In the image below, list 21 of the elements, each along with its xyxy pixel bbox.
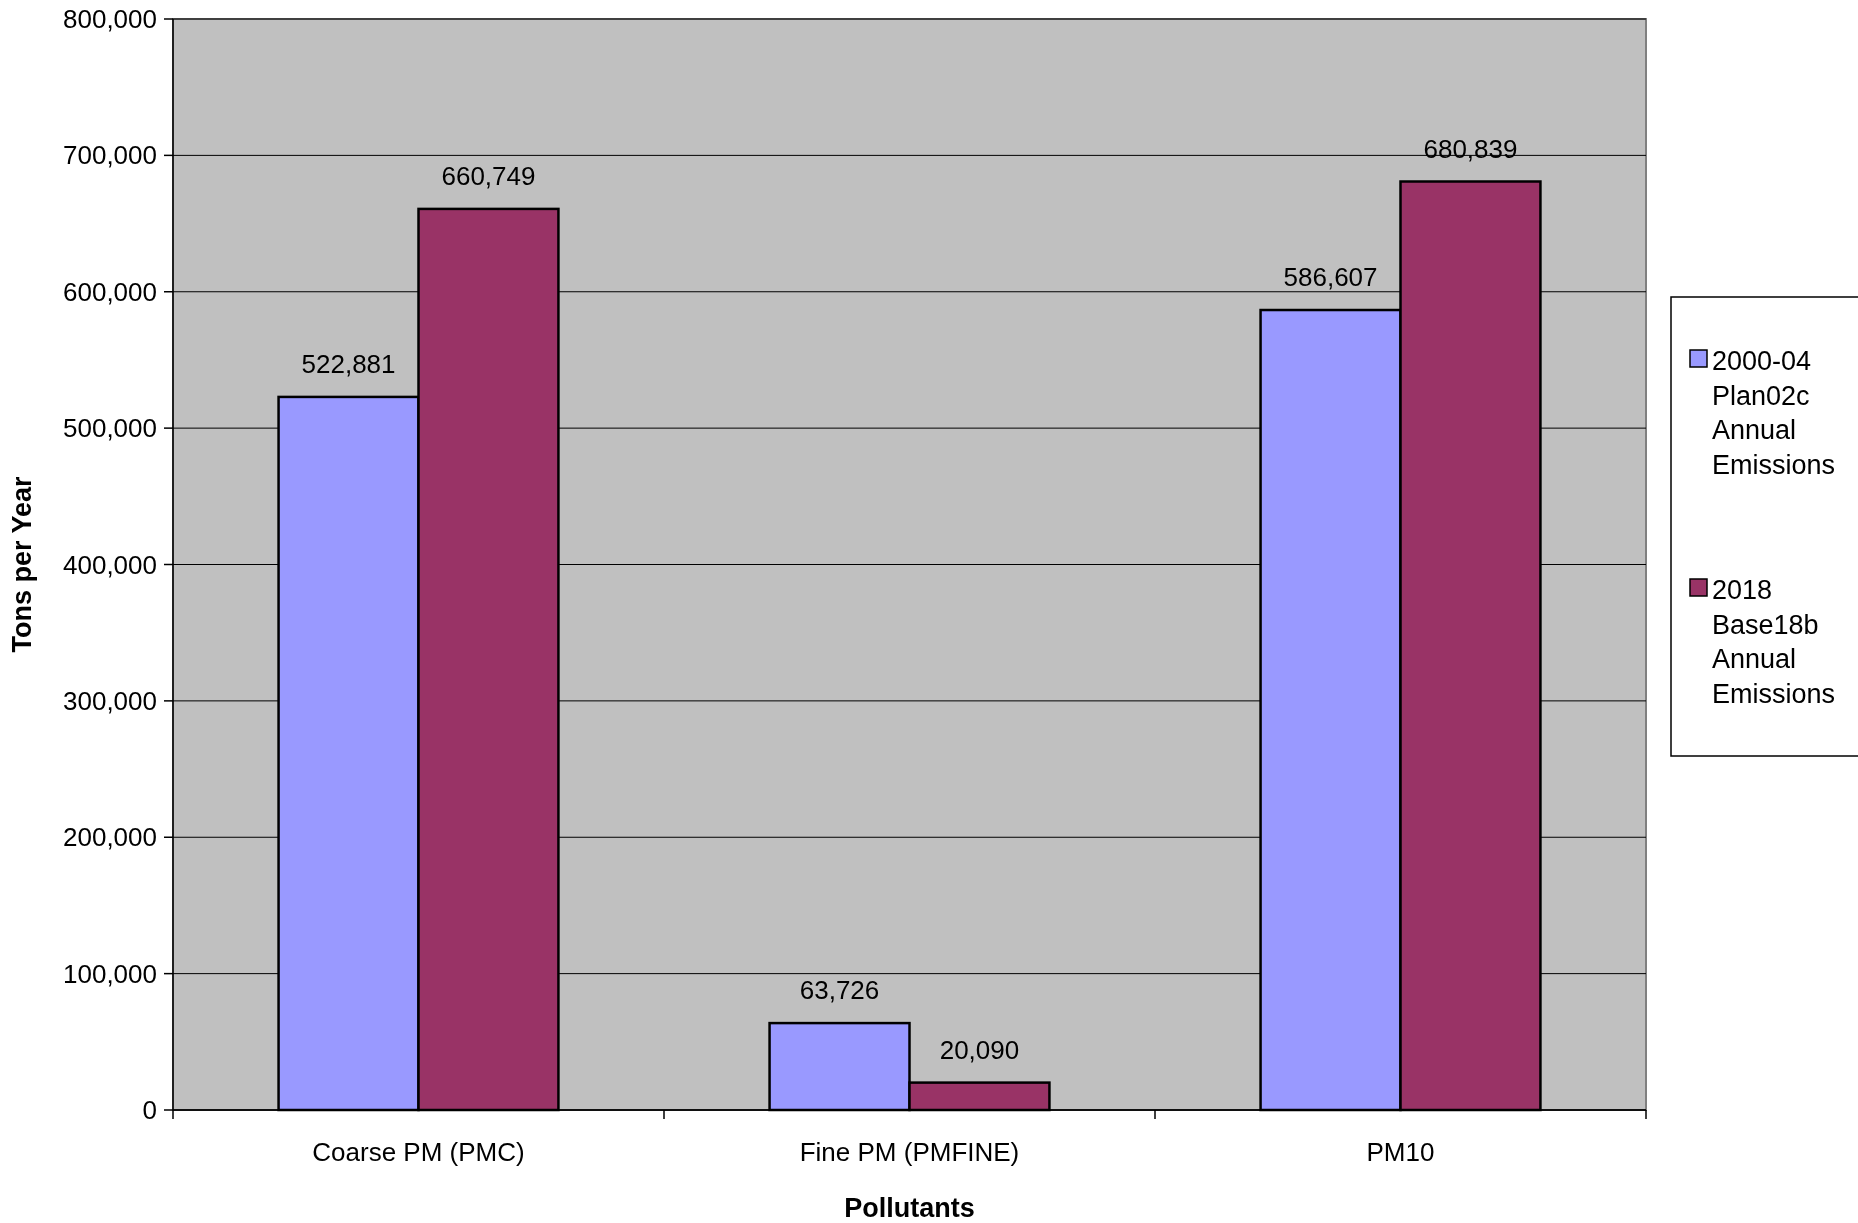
x-tick-label: PM10 bbox=[1366, 1137, 1435, 1167]
y-tick-label: 600,000 bbox=[63, 276, 157, 307]
y-tick-label: 700,000 bbox=[63, 140, 157, 171]
y-tick-label: 800,000 bbox=[63, 4, 157, 35]
data-label: 660,749 bbox=[441, 160, 536, 191]
x-tick-label: Coarse PM (PMC) bbox=[312, 1137, 525, 1167]
legend-label: 2018 Base18b Annual Emissions bbox=[1712, 575, 1836, 709]
y-axis-title: Tons per Year bbox=[7, 475, 37, 653]
y-tick-label: 0 bbox=[142, 1095, 157, 1126]
x-axis-title: Pollutants bbox=[844, 1193, 975, 1223]
y-tick-label: 500,000 bbox=[63, 413, 157, 444]
data-label: 63,726 bbox=[799, 975, 880, 1006]
y-tick-label: 400,000 bbox=[63, 549, 157, 580]
data-label: 586,607 bbox=[1283, 262, 1378, 293]
legend-label: 2000-04 Plan02c Annual Emissions bbox=[1712, 346, 1836, 480]
data-label: 522,881 bbox=[301, 348, 396, 379]
y-tick-label: 200,000 bbox=[63, 822, 157, 853]
y-tick-label: 300,000 bbox=[63, 685, 157, 716]
y-tick-label: 100,000 bbox=[63, 958, 157, 989]
data-label: 20,090 bbox=[939, 1034, 1020, 1065]
x-tick-label: Fine PM (PMFINE) bbox=[799, 1137, 1020, 1167]
